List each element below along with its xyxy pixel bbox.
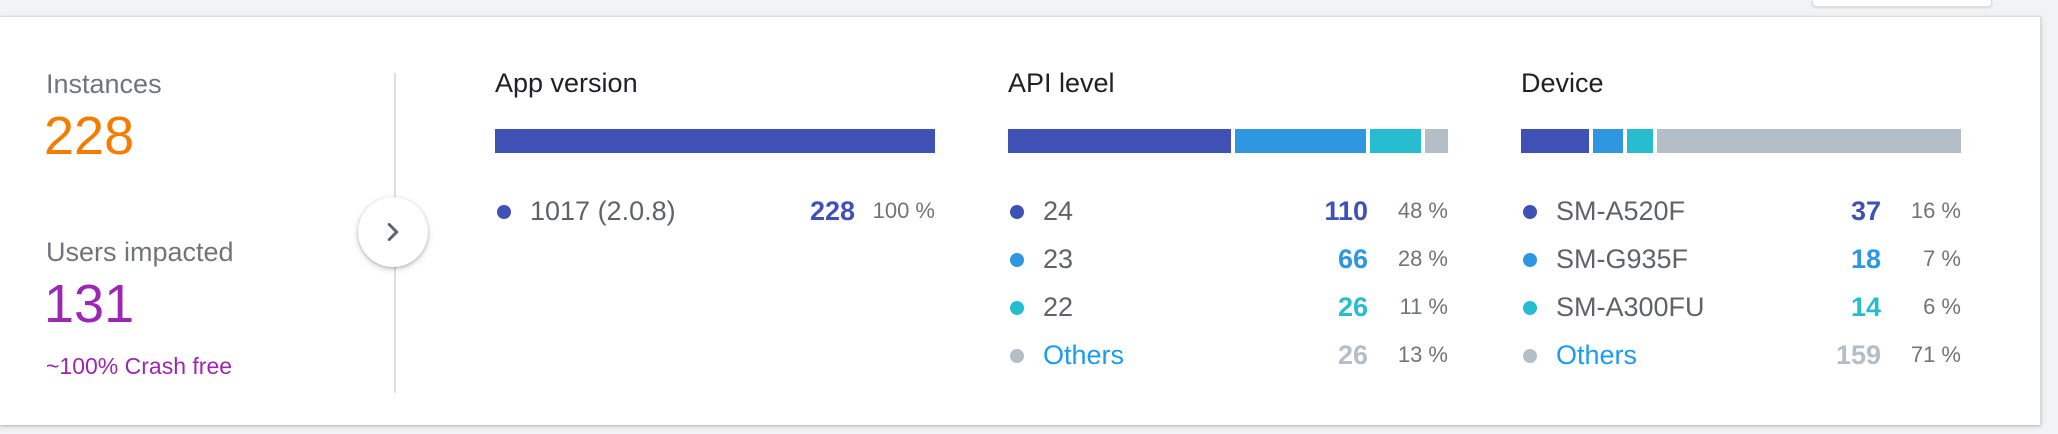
app-version-bar-segment [495, 129, 935, 153]
row-label: 24 [1043, 196, 1074, 226]
row-percent: 16 % [1910, 198, 1961, 223]
instances-value: 228 [44, 106, 135, 166]
app-version-distribution-bar [495, 129, 935, 153]
row-count: 228 [809, 196, 855, 226]
api-level-bar-segment [1424, 129, 1448, 153]
api-level-row[interactable]: Others 26 13 % [1008, 331, 1448, 379]
row-count: 26 [1337, 292, 1368, 322]
device-panel: Device SM-A520F 37 16 % SM-G935F 18 7 % [1521, 67, 1961, 379]
device-row[interactable]: SM-G935F 18 7 % [1521, 235, 1961, 283]
instances-label: Instances [46, 69, 162, 99]
row-count: 37 [1850, 196, 1881, 226]
device-bar-segment [1521, 129, 1590, 153]
device-distribution-bar [1521, 129, 1961, 153]
api-level-row[interactable]: 23 66 28 % [1008, 235, 1448, 283]
device-title: Device [1521, 68, 1604, 98]
row-label: 1017 (2.0.8) [530, 196, 676, 226]
row-count: 14 [1850, 292, 1881, 322]
app-version-panel: App version 1017 (2.0.8) 228 100 % [495, 67, 935, 235]
row-count: 18 [1850, 244, 1881, 274]
issue-stats-card: Instances 228 Users impacted 131 ~100% C… [0, 16, 2041, 425]
top-toolbar-chip [1812, 0, 1992, 7]
row-percent: 100 % [872, 198, 935, 223]
row-label: 22 [1043, 292, 1074, 322]
legend-dot-icon [1010, 301, 1024, 315]
device-bar-segment [1627, 129, 1654, 153]
legend-dot-icon [1523, 253, 1537, 267]
api-level-bar-segment [1008, 129, 1232, 153]
others-link[interactable]: Others [1556, 340, 1638, 370]
legend-dot-icon [1010, 253, 1024, 267]
row-percent: 28 % [1397, 246, 1448, 271]
legend-dot-icon [1523, 349, 1537, 363]
expand-button[interactable] [358, 197, 428, 267]
row-count: 66 [1337, 244, 1368, 274]
row-count: 26 [1337, 340, 1368, 370]
device-row[interactable]: SM-A300FU 14 6 % [1521, 283, 1961, 331]
device-bar-segment [1593, 129, 1624, 153]
device-row[interactable]: Others 159 71 % [1521, 331, 1961, 379]
row-percent: 7 % [1923, 246, 1961, 271]
users-impacted-label: Users impacted [46, 237, 234, 267]
row-percent: 6 % [1923, 294, 1961, 319]
device-bar-segment [1657, 129, 1961, 153]
row-count: 110 [1324, 196, 1368, 226]
legend-dot-icon [1523, 205, 1537, 219]
row-label: SM-G935F [1556, 244, 1689, 274]
row-count: 159 [1835, 340, 1881, 370]
row-percent: 48 % [1397, 198, 1448, 223]
crash-free-rate: ~100% Crash free [46, 353, 233, 379]
legend-dot-icon [1010, 349, 1024, 363]
api-level-bar-segment [1235, 129, 1366, 153]
device-row[interactable]: SM-A520F 37 16 % [1521, 187, 1961, 235]
others-link[interactable]: Others [1043, 340, 1125, 370]
legend-dot-icon [1010, 205, 1024, 219]
legend-dot-icon [1523, 301, 1537, 315]
row-label: SM-A520F [1556, 196, 1686, 226]
api-level-bar-segment [1369, 129, 1421, 153]
app-version-title: App version [495, 68, 638, 98]
chevron-right-icon [387, 223, 399, 241]
api-level-panel: API level 24 110 48 % 23 66 28 % 22 [1008, 67, 1448, 379]
row-label: 23 [1043, 244, 1074, 274]
users-impacted-value: 131 [44, 274, 135, 334]
row-percent: 71 % [1910, 342, 1961, 367]
row-percent: 11 % [1399, 294, 1448, 319]
api-level-distribution-bar [1008, 129, 1448, 153]
api-level-title: API level [1008, 68, 1115, 98]
api-level-row[interactable]: 22 26 11 % [1008, 283, 1448, 331]
row-percent: 13 % [1397, 342, 1448, 367]
legend-dot-icon [497, 205, 511, 219]
row-label: SM-A300FU [1556, 292, 1705, 322]
api-level-row[interactable]: 24 110 48 % [1008, 187, 1448, 235]
app-version-row[interactable]: 1017 (2.0.8) 228 100 % [495, 187, 935, 235]
